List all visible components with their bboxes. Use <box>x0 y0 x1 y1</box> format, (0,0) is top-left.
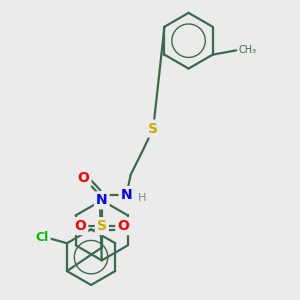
Text: S: S <box>148 122 158 136</box>
Text: O: O <box>117 219 129 233</box>
Text: CH₃: CH₃ <box>238 45 256 56</box>
Text: H: H <box>138 193 147 203</box>
Text: S: S <box>97 219 107 233</box>
Text: N: N <box>121 188 132 202</box>
Text: Cl: Cl <box>36 231 49 244</box>
Text: O: O <box>74 219 86 233</box>
Text: O: O <box>78 171 89 185</box>
Text: N: N <box>96 194 108 207</box>
